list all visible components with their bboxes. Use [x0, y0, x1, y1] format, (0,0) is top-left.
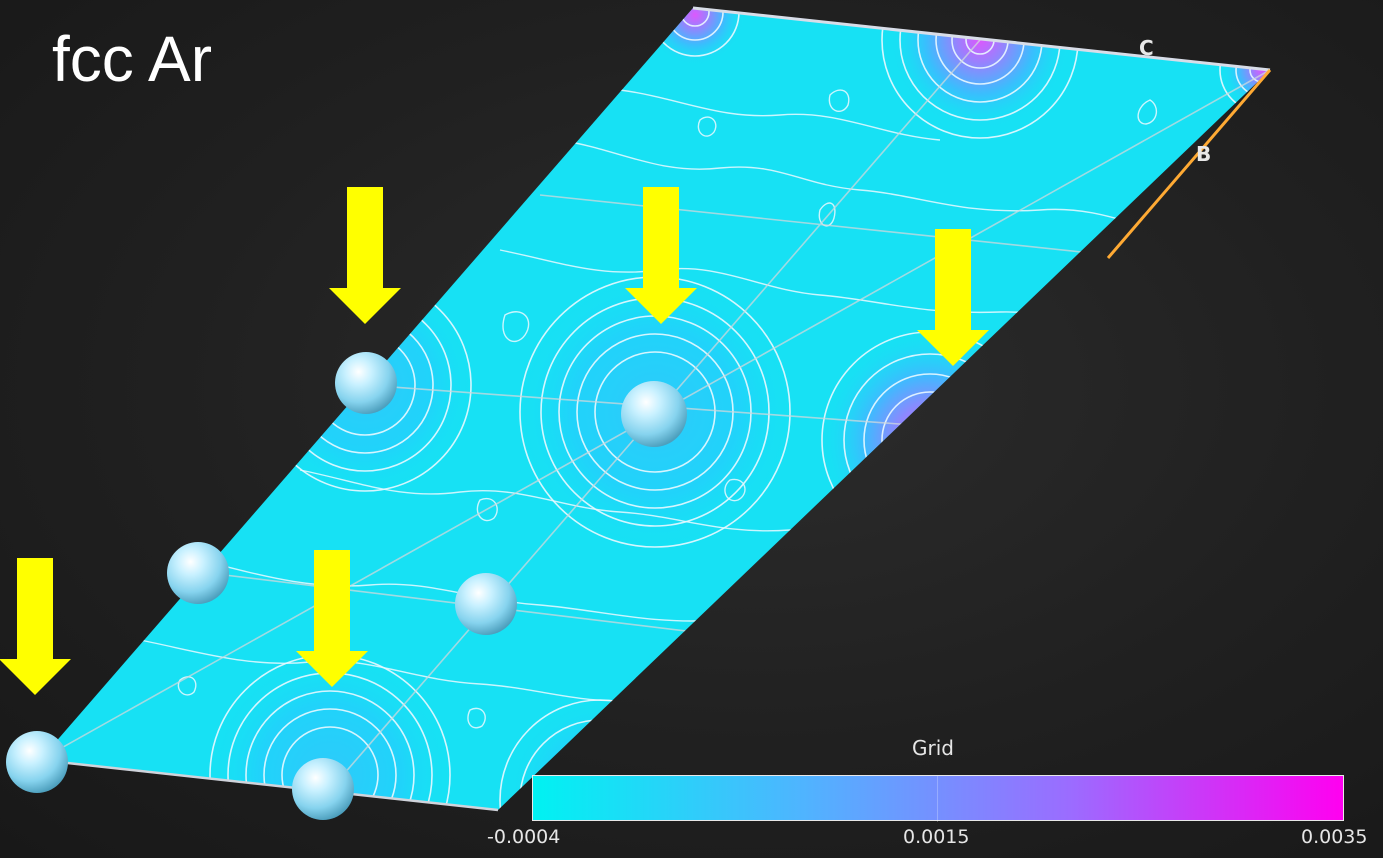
density-blob	[820, 330, 1040, 550]
argon-atom	[621, 381, 687, 447]
arrow-down-icon	[0, 558, 71, 695]
argon-atom	[6, 731, 68, 793]
plane-edge-top	[692, 6, 1271, 72]
figure-title: fcc Ar	[52, 23, 213, 95]
arrow-down-icon	[329, 187, 401, 324]
axis-label-b: B	[1196, 142, 1211, 166]
argon-atom	[167, 542, 229, 604]
arrow-down-icon	[296, 550, 368, 687]
colorbar-tick-max: 0.0035	[1301, 826, 1368, 848]
colorbar-tick-min: -0.0004	[487, 826, 561, 848]
argon-atom	[455, 573, 517, 635]
colorbar-tick-mid: 0.0015	[903, 826, 970, 848]
arrow-down-icon	[917, 229, 989, 366]
argon-atom	[335, 352, 397, 414]
arrow-down-icon	[625, 187, 697, 324]
argon-atom	[292, 758, 354, 820]
argon-atoms	[6, 352, 687, 820]
yellow-arrows	[0, 187, 989, 695]
plane-edge-bottom	[39, 758, 499, 812]
colorbar	[532, 775, 1344, 822]
density-blob	[645, 8, 745, 65]
colorbar-title: Grid	[912, 736, 954, 760]
plane-edge-right	[1106, 69, 1272, 259]
axis-label-c: C	[1139, 36, 1154, 60]
colorbar-tick-mark	[937, 776, 938, 822]
